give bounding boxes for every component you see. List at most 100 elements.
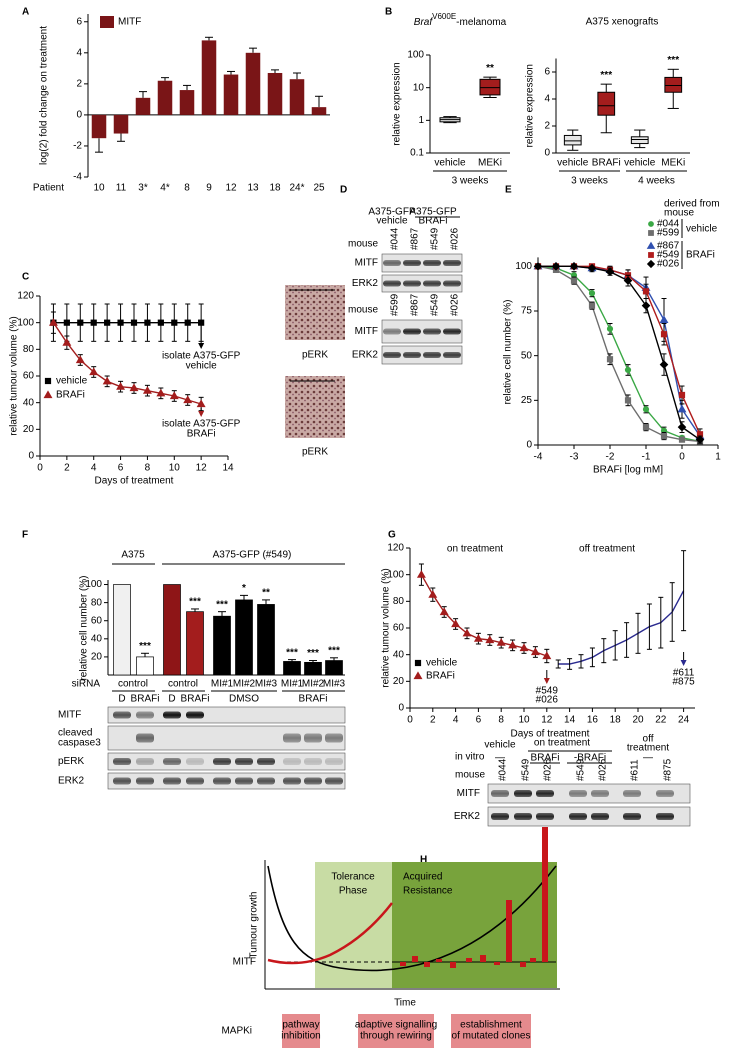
bar (213, 615, 231, 676)
marker (648, 221, 654, 227)
row-label: cleaved (58, 728, 92, 739)
panel-title: A375 xenografts (586, 17, 659, 28)
blot-band (325, 758, 343, 765)
marker (198, 319, 205, 326)
row-label: MITF (457, 788, 480, 799)
bar (223, 74, 239, 115)
blot-band (423, 280, 441, 287)
bar (257, 604, 275, 676)
blot-band (623, 790, 641, 797)
panel-title: BrafV600E-melanoma (414, 12, 507, 28)
x-tick-label: 12 (196, 463, 208, 474)
row-label: pERK (58, 756, 84, 767)
blot-header: BRAFi (419, 216, 448, 227)
phase-label: Tolerance (331, 872, 375, 883)
marker (659, 360, 669, 369)
lane-label: #026 (598, 758, 609, 781)
sirna-label: MI#1 (211, 679, 234, 690)
stage-box (451, 1014, 531, 1048)
x-axis-label: BRAFi [log mM] (593, 465, 663, 476)
blot-band (536, 790, 554, 797)
blot-band (325, 777, 343, 785)
marker (587, 263, 597, 273)
x-tick-label: 1 (715, 452, 721, 463)
y-tick-label: 100 (85, 579, 102, 590)
bar (304, 661, 322, 676)
y-tick-label: 1 (418, 115, 424, 126)
significance: *** (600, 70, 612, 81)
x-tick-label: 11 (116, 183, 127, 194)
blot-strip (381, 319, 463, 344)
marker (678, 391, 686, 399)
y-tick-label: 0 (76, 110, 82, 121)
x-tick-label: 8 (145, 463, 151, 474)
row-label: MITF (58, 710, 81, 721)
mitf-bar (412, 956, 418, 962)
x-tick-label: MEKi (478, 158, 502, 169)
marker (660, 331, 668, 338)
lane-label: #549 (576, 758, 587, 781)
annotation: BRAFi (187, 429, 216, 440)
x-tick-label: 6 (118, 463, 124, 474)
blot-band (443, 352, 461, 358)
mitf-bar (530, 958, 536, 962)
x-tick-label: 10 (169, 463, 181, 474)
diagram-marker-label: MITF (233, 957, 256, 968)
marker (648, 252, 654, 258)
marker (624, 366, 632, 374)
y-tick-label: 75 (521, 306, 533, 317)
y-tick-label: 6 (544, 67, 550, 78)
y-axis-label: relative tumour volume (%) (9, 316, 20, 435)
blot-strip (381, 274, 463, 293)
blot-band (423, 352, 441, 358)
y-tick-label: 20 (23, 424, 35, 435)
stage-box (358, 1014, 434, 1048)
marker (129, 383, 139, 392)
marker (157, 319, 164, 326)
marker (77, 319, 84, 326)
blot-band (383, 280, 401, 287)
panel-label: C (22, 272, 29, 283)
subgroup-label: — (643, 753, 653, 764)
panel-label: F (22, 530, 28, 541)
blot-strip (381, 253, 463, 273)
treatment-label: BRAFi (131, 694, 160, 705)
legend-title: mouse (664, 208, 694, 219)
marker (169, 391, 179, 400)
blot-strip (487, 806, 691, 827)
marker (196, 399, 206, 408)
treatment-label: BRAFi (181, 694, 210, 705)
y-tick-label: 40 (91, 633, 103, 644)
marker (569, 262, 579, 271)
tissue-image (285, 376, 345, 438)
x-tick-label: 3* (138, 183, 148, 194)
sirna-label: control (118, 679, 148, 690)
blot-band (304, 733, 322, 743)
x-tick-label: 0 (37, 463, 43, 474)
stage-label: adaptive signalling (355, 1020, 437, 1031)
blot-band (591, 790, 609, 797)
series-line (538, 265, 701, 441)
significance: *** (286, 647, 298, 658)
series-line (537, 265, 701, 443)
series-label: off treatment (579, 544, 635, 555)
marker (642, 424, 650, 431)
blot-band (136, 758, 154, 765)
marker (130, 319, 138, 326)
x-tick-label: 12 (225, 183, 237, 194)
x-tick-label: 4 (453, 715, 459, 726)
y-tick-label: -2 (73, 141, 82, 152)
mitf-bar (506, 900, 512, 962)
blot-band (213, 777, 231, 785)
x-tick-label: 4* (160, 183, 170, 194)
x-tick-label: -4 (534, 452, 543, 463)
stage-label: inhibition (281, 1031, 320, 1042)
group-header: A375-GFP (#549) (213, 550, 292, 561)
mitf-bar (494, 962, 500, 965)
blot-band (113, 711, 131, 719)
box (479, 78, 501, 96)
row-label: MITF (355, 258, 378, 269)
bar (91, 114, 107, 139)
blot-band (113, 777, 131, 785)
blot-band (163, 777, 181, 785)
